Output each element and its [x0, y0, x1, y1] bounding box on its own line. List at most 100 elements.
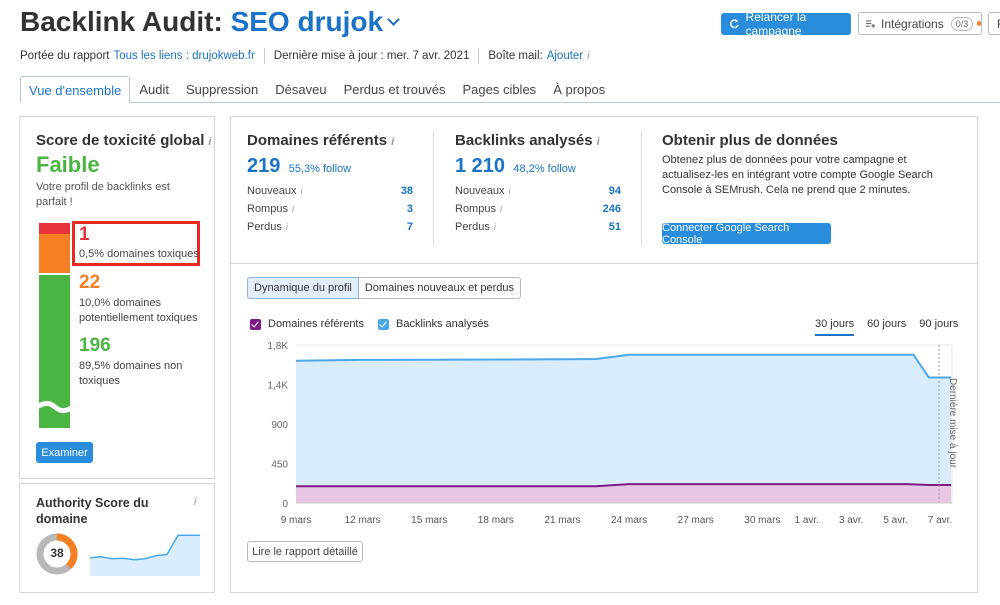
backlinks-follow[interactable]: 48,2% follow	[513, 163, 576, 175]
examine-button[interactable]: Examiner	[36, 442, 93, 463]
stat-value[interactable]: 94	[608, 185, 621, 197]
potential-bar-segment	[39, 234, 70, 273]
divider	[433, 131, 434, 246]
page-title: Backlink Audit: SEO drujok	[20, 6, 400, 38]
stat-value[interactable]: 51	[608, 221, 621, 233]
y-tick-label: 900	[271, 420, 288, 431]
toxicity-description: Votre profil de backlinks est parfait !	[36, 181, 170, 208]
referring-title-text: Domaines référents	[247, 132, 388, 149]
mailbox-label: Boîte mail:	[488, 50, 543, 62]
x-tick-label: 15 mars	[411, 515, 447, 526]
donut-fill	[36, 533, 78, 575]
stat-value[interactable]: 3	[406, 203, 413, 215]
checkbox-checked-icon[interactable]	[250, 318, 261, 330]
info-icon[interactable]: i	[499, 204, 502, 214]
info-icon[interactable]: i	[300, 186, 303, 196]
referring-title: Domaines référents i	[247, 132, 394, 149]
tab-disavow[interactable]: Désaveu	[275, 82, 327, 97]
read-report-button[interactable]: Lire le rapport détaillé	[247, 541, 363, 562]
authority-score: 38	[50, 546, 64, 560]
info-icon[interactable]: i	[587, 50, 590, 62]
x-tick-label: 3 avr.	[839, 515, 863, 526]
project-name[interactable]: SEO drujok	[230, 6, 384, 37]
axis-break-icon	[35, 400, 75, 414]
stat-row: Rompus i 246	[455, 203, 621, 215]
chart-tabs: Dynamique du profil Domaines nouveaux et…	[247, 277, 522, 299]
cut-off-button[interactable]: F	[988, 12, 1000, 35]
chart-tab-profile[interactable]: Dynamique du profil	[247, 277, 359, 299]
info-icon[interactable]: i	[508, 186, 511, 196]
x-tick-label: 27 mars	[678, 515, 714, 526]
notification-dot-icon	[977, 21, 981, 26]
series-line-1	[296, 483, 952, 488]
series-area-0	[296, 354, 952, 503]
integrations-label: Intégrations	[881, 16, 944, 31]
potential-count[interactable]: 22	[79, 272, 101, 293]
toxic-bar-segment	[39, 223, 70, 234]
info-icon[interactable]: i	[391, 136, 395, 148]
divider	[478, 48, 480, 64]
backlinks-stats: Nouveaux i 94 Rompus i 246 Perdus i 51	[455, 185, 621, 239]
integrations-count-badge: 0/3	[950, 16, 974, 31]
info-icon[interactable]: i	[194, 496, 197, 508]
toxic-count: 1	[79, 224, 90, 245]
chevron-down-icon[interactable]	[387, 13, 400, 26]
nontoxic-count[interactable]: 196	[79, 335, 111, 356]
period-30[interactable]: 30 jours	[815, 318, 855, 336]
mailbox-add-link[interactable]: Ajouter	[546, 50, 584, 62]
backlinks-total[interactable]: 1 210	[455, 155, 506, 177]
main-tabs: Vue d'ensemble Audit Suppression Désaveu…	[20, 76, 614, 103]
info-icon[interactable]: i	[285, 222, 288, 232]
project-selector[interactable]: SEO drujok	[230, 6, 400, 37]
last-update-marker: Dernière mise à jour	[947, 378, 958, 469]
info-icon[interactable]: i	[291, 204, 294, 214]
stat-row: Rompus i 3	[247, 203, 413, 215]
toxicity-title-text: Score de toxicité global	[36, 132, 205, 149]
stat-row: Nouveaux i 38	[247, 185, 413, 197]
scope-link[interactable]: Tous les liens : drujokweb.fr	[113, 50, 255, 62]
stat-label: Nouveaux	[455, 185, 505, 197]
authority-sparkline	[90, 534, 200, 576]
checkbox-checked-icon[interactable]	[378, 318, 389, 330]
connect-gsc-button[interactable]: Connecter Google Search Console	[662, 222, 831, 246]
x-tick-label: 18 mars	[478, 515, 514, 526]
stat-row: Perdus i 51	[455, 221, 621, 233]
period-60[interactable]: 60 jours	[867, 318, 907, 330]
stat-label: Perdus	[247, 221, 282, 233]
stat-row: Perdus i 7	[247, 221, 413, 233]
list-plus-icon	[866, 19, 876, 28]
tab-lost-found[interactable]: Perdus et trouvés	[343, 82, 446, 97]
stat-value[interactable]: 7	[406, 221, 413, 233]
tab-target-pages[interactable]: Pages cibles	[462, 82, 537, 97]
stat-label: Rompus	[455, 203, 496, 215]
backlinks-title: Backlinks analysés i	[455, 132, 600, 149]
sparkline-line	[90, 534, 200, 561]
stat-label: Nouveaux	[247, 185, 297, 197]
chart-tab-new-lost[interactable]: Domaines nouveaux et perdus	[358, 277, 522, 299]
referring-follow[interactable]: 55,3% follow	[288, 163, 352, 175]
stat-value[interactable]: 246	[602, 203, 621, 215]
profile-dynamics-chart: 0 450 900 1,4K 1,8K 9 mars 12 mars 15 mars 18 ma…	[267, 341, 953, 526]
title-prefix: Backlink Audit:	[20, 6, 223, 37]
nontoxic-label: 89,5% domaines non toxiques	[79, 360, 183, 387]
tab-removal[interactable]: Suppression	[185, 82, 259, 97]
tab-overview[interactable]: Vue d'ensemble	[20, 76, 131, 103]
stat-value[interactable]: 38	[400, 185, 413, 197]
info-icon[interactable]: i	[493, 222, 496, 232]
y-tick-label: 1,8K	[267, 341, 288, 352]
tab-audit[interactable]: Audit	[139, 82, 169, 97]
referring-stats: Nouveaux i 38 Rompus i 3 Perdus i 7	[247, 185, 413, 239]
tab-about[interactable]: À propos	[553, 82, 606, 97]
series-area-1	[296, 484, 952, 503]
integrations-button[interactable]: Intégrations 0/3	[858, 12, 982, 35]
relaunch-campaign-button[interactable]: Relancer la campagne	[721, 10, 851, 38]
x-tick-label: 12 mars	[345, 515, 381, 526]
referring-total[interactable]: 219	[247, 155, 281, 177]
highlight-box	[72, 221, 200, 266]
y-tick-label: 450	[271, 460, 288, 471]
x-tick-label: 24 mars	[611, 515, 647, 526]
info-icon[interactable]: i	[596, 136, 600, 148]
info-icon[interactable]: i	[208, 136, 212, 148]
period-90[interactable]: 90 jours	[919, 318, 959, 330]
scope-label: Portée du rapport	[20, 50, 110, 62]
